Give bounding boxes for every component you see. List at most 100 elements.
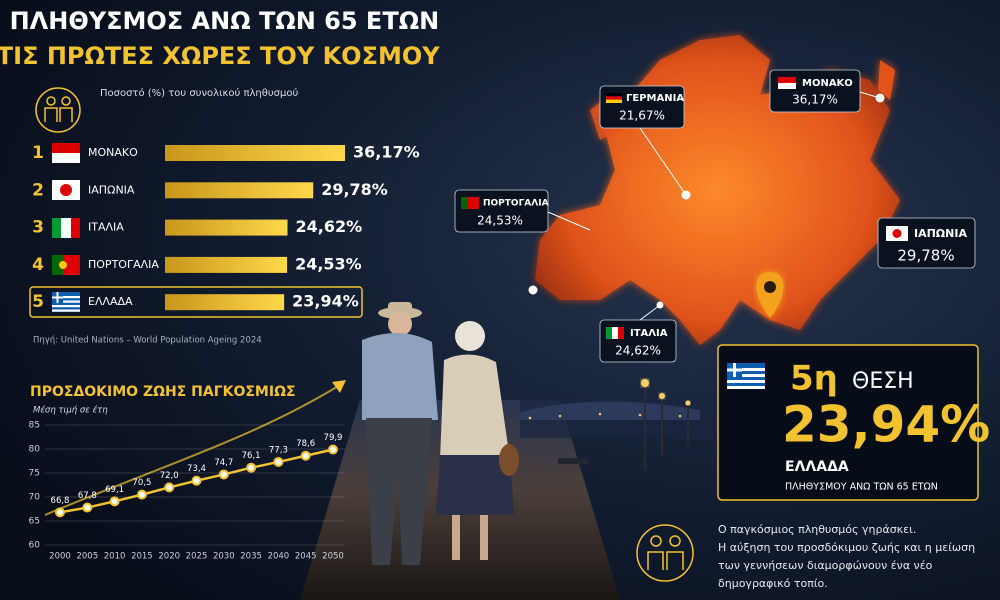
y-tick-label: 80 xyxy=(29,445,41,455)
people-icon xyxy=(35,87,81,133)
people-icon xyxy=(636,524,694,582)
value-label: 67,8 xyxy=(78,491,97,501)
map-value: 29,78% xyxy=(897,247,954,265)
y-tick-label: 75 xyxy=(29,469,40,479)
y-tick-label: 60 xyxy=(29,541,41,551)
bar xyxy=(165,294,285,311)
point xyxy=(164,482,175,493)
bar xyxy=(165,145,345,161)
title: ΣΤΙΣ ΠΡΩΤΕΣ ΧΩΡΕΣ ΤΟΥ ΚΟΣΜΟΥ xyxy=(0,42,440,70)
location-pin xyxy=(756,272,784,318)
footer-text: Ο παγκόσμιος πληθυσμός γηράσκει. xyxy=(718,523,916,536)
value-label: 73,4 xyxy=(187,464,206,474)
x-tick-label: 2040 xyxy=(268,552,290,562)
point xyxy=(273,456,284,467)
value-label: 70,5 xyxy=(132,478,151,488)
rank: 5 xyxy=(32,292,44,312)
value-label: 29,78% xyxy=(321,180,388,199)
category-label: ΠΟΡΤΟΓΑΛΙΑ xyxy=(88,258,159,271)
rank: 4 xyxy=(32,255,44,275)
footer-text: των γεννήσεων διαμορφώνουν ένα νέο xyxy=(718,559,933,572)
trend-arrow-head xyxy=(332,380,346,393)
x-tick-label: 2015 xyxy=(131,552,153,562)
footer-text: Η αύξηση του προσδόκιμου ζωής και η μείω… xyxy=(718,541,975,554)
bar xyxy=(165,182,314,199)
line-subtitle: Μέση τιμή σε έτη xyxy=(33,405,108,416)
map-country: ΙΤΑΛΙΑ xyxy=(630,328,668,339)
y-tick-label: 65 xyxy=(29,517,40,527)
map-value: 24,53% xyxy=(477,214,523,228)
line-title: ΠΡΟΣΔΟΚΙΜΟ ΖΩΗΣ ΠΑΓΚΟΣΜΙΩΣ xyxy=(30,384,296,400)
value-label: 24,62% xyxy=(296,217,363,236)
footer-text: δημογραφικό τοπίο. xyxy=(718,577,828,590)
map-country: ΜΟΝΑΚΟ xyxy=(802,78,853,89)
category-label: ΕΛΛΑΔΑ xyxy=(88,295,133,308)
map-label: ΓΕΡΜΑΝΙΑ 21,67% xyxy=(599,85,685,129)
bar xyxy=(165,256,288,273)
category-label: ΜΟΝΑΚΟ xyxy=(88,146,138,159)
map-country: ΠΟΡΤΟΓΑΛΙΑ xyxy=(483,199,549,209)
x-tick-label: 2035 xyxy=(240,552,262,562)
point xyxy=(328,444,338,455)
value-label: 23,94% xyxy=(292,292,359,311)
value-label: 76,1 xyxy=(242,451,261,461)
highlight-row xyxy=(29,286,363,318)
x-tick-label: 2030 xyxy=(213,552,235,562)
point xyxy=(55,507,65,518)
map-country: ΙΑΠΩΝΙΑ xyxy=(914,227,967,240)
map-connectors xyxy=(528,91,885,321)
rank: 3 xyxy=(32,218,44,238)
x-tick-label: 2005 xyxy=(76,552,98,562)
point xyxy=(109,496,120,507)
value-label: 24,53% xyxy=(295,254,362,273)
trend-arrow xyxy=(44,384,341,516)
value-label: 79,9 xyxy=(324,433,343,443)
point xyxy=(300,450,311,461)
y-tick-label: 85 xyxy=(29,421,40,431)
highlight-rank-label: ΘΕΣΗ xyxy=(852,369,914,394)
value-label: 69,1 xyxy=(105,485,124,495)
value-label: 78,6 xyxy=(296,439,315,449)
value-label: 74,7 xyxy=(214,458,233,468)
rank: 1 xyxy=(32,143,44,163)
bar xyxy=(165,219,288,236)
flags xyxy=(52,143,80,312)
map-value: 24,62% xyxy=(615,344,661,358)
value-label: 77,3 xyxy=(269,445,288,455)
x-tick-label: 2045 xyxy=(295,552,317,562)
map-country: ΓΕΡΜΑΝΙΑ xyxy=(626,93,684,104)
point xyxy=(246,462,257,473)
value-label: 66,8 xyxy=(51,496,70,506)
point xyxy=(218,469,229,480)
category-label: ΙΑΠΩΝΙΑ xyxy=(88,183,135,196)
rank: 2 xyxy=(32,180,44,200)
point xyxy=(82,502,93,513)
x-tick-label: 2010 xyxy=(104,552,126,562)
map-label: ΠΟΡΤΟΓΑΛΙΑ 24,53% xyxy=(454,189,549,233)
map-value: 21,67% xyxy=(619,109,665,123)
category-label: ΙΤΑΛΙΑ xyxy=(88,221,124,234)
map-value: 36,17% xyxy=(792,93,838,107)
map-label: ΙΤΑΛΙΑ 24,62% xyxy=(599,319,677,363)
map-label: ΙΑΠΩΝΙΑ 29,78% xyxy=(877,217,976,269)
x-tick-label: 2000 xyxy=(49,552,71,562)
highlight-value: 23,94% xyxy=(782,396,990,454)
title: Ο ΠΛΗΘΥΣΜΟΣ ΑΝΩ ΤΩΝ 65 ΕΤΩΝ xyxy=(0,7,439,35)
point xyxy=(191,475,202,486)
x-tick-label: 2025 xyxy=(186,552,208,562)
value-label: 36,17% xyxy=(353,143,420,162)
highlight-country: ΕΛΛΑΔΑ xyxy=(785,459,849,475)
bar-subtitle: Ποσοστό (%) του συνολικού πληθυσμού xyxy=(100,87,298,99)
source: Πηγή: United Nations – World Population … xyxy=(33,336,262,346)
map-label: ΜΟΝΑΚΟ 36,17% xyxy=(769,69,861,113)
photo-scene xyxy=(300,302,720,600)
x-tick-label: 2050 xyxy=(322,552,344,562)
y-tick-label: 70 xyxy=(29,493,41,503)
highlight-rank: 5η xyxy=(790,359,838,399)
point xyxy=(136,489,147,500)
value-label: 72,0 xyxy=(160,471,179,481)
highlight-caption: ΠΛΗΘΥΣΜΟΥ ΑΝΩ ΤΩΝ 65 ΕΤΩΝ xyxy=(785,482,938,493)
x-tick-label: 2020 xyxy=(158,552,180,562)
